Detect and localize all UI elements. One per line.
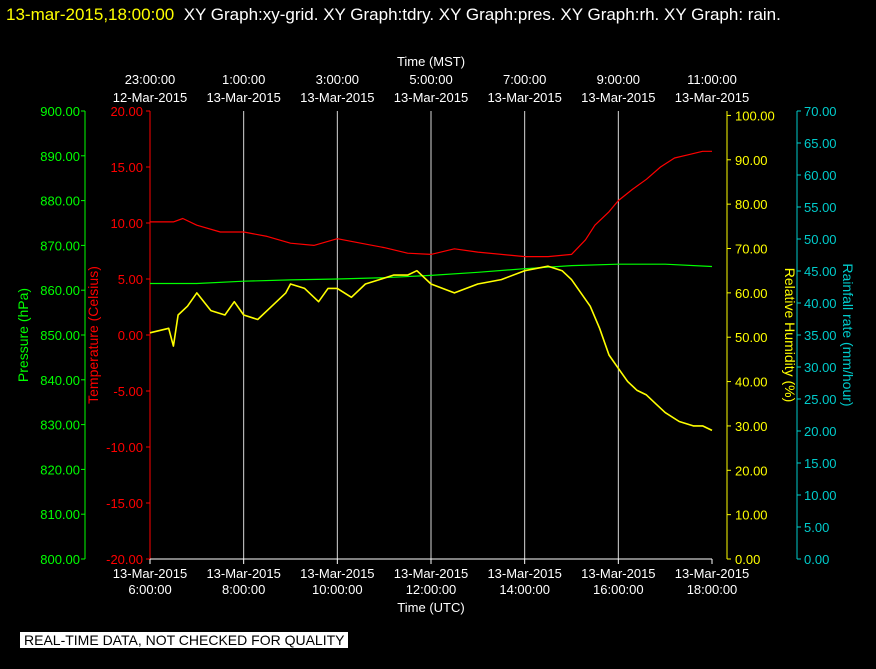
utc-tick-date: 13-Mar-2015: [300, 566, 374, 581]
rain-tick-label: 0.00: [804, 552, 829, 567]
utc-tick-time: 16:00:00: [593, 582, 644, 597]
rain-tick-label: 70.00: [804, 104, 837, 119]
pressure-axis-title: Pressure (hPa): [15, 288, 31, 382]
temperature-tick-label: 15.00: [110, 160, 143, 175]
mst-tick-date: 13-Mar-2015: [206, 90, 280, 105]
utc-tick-time: 18:00:00: [687, 582, 738, 597]
mst-tick-time: 5:00:00: [409, 72, 452, 87]
pressure-tick-label: 850.00: [40, 328, 80, 343]
rain-tick-label: 30.00: [804, 360, 837, 375]
utc-tick-date: 13-Mar-2015: [394, 566, 468, 581]
humidity-tick-label: 20.00: [735, 463, 768, 478]
temperature-tick-label: -15.00: [106, 496, 143, 511]
pressure-tick-label: 830.00: [40, 418, 80, 433]
utc-tick-time: 8:00:00: [222, 582, 265, 597]
pressure-tick-label: 860.00: [40, 283, 80, 298]
pressure-series-line: [150, 263, 713, 285]
rain-tick-label: 10.00: [804, 488, 837, 503]
pressure-tick-label: 800.00: [40, 552, 80, 567]
utc-tick-date: 13-Mar-2015: [113, 566, 187, 581]
rain-tick-label: 50.00: [804, 232, 837, 247]
humidity-tick-label: 90.00: [735, 153, 768, 168]
humidity-tick-label: 30.00: [735, 419, 768, 434]
rain-tick-label: 25.00: [804, 392, 837, 407]
utc-tick-time: 12:00:00: [406, 582, 457, 597]
header-timestamp: 13-mar-2015,18:00:00: [6, 5, 175, 24]
rain-tick-label: 40.00: [804, 296, 837, 311]
rain-tick-label: 20.00: [804, 424, 837, 439]
mst-tick-date: 13-Mar-2015: [581, 90, 655, 105]
humidity-tick-label: 50.00: [735, 330, 768, 345]
temperature-tick-label: 0.00: [118, 328, 143, 343]
pressure-tick-label: 820.00: [40, 462, 80, 477]
utc-tick-date: 13-Mar-2015: [581, 566, 655, 581]
utc-tick-time: 14:00:00: [499, 582, 550, 597]
rain-axis-title: Rainfall rate (mm/hour): [840, 263, 856, 406]
utc-tick-date: 13-Mar-2015: [206, 566, 280, 581]
pressure-tick-label: 900.00: [40, 104, 80, 119]
mst-tick-time: 7:00:00: [503, 72, 546, 87]
mst-tick-time: 1:00:00: [222, 72, 265, 87]
humidity-tick-label: 60.00: [735, 286, 768, 301]
rain-tick-label: 5.00: [804, 520, 829, 535]
mst-tick-date: 13-Mar-2015: [675, 90, 749, 105]
humidity-tick-label: 70.00: [735, 242, 768, 257]
humidity-tick-label: 0.00: [735, 552, 760, 567]
header-graph-list: XY Graph:xy-grid. XY Graph:tdry. XY Grap…: [183, 5, 781, 24]
humidity-series-line: [149, 265, 713, 432]
mst-tick-date: 13-Mar-2015: [487, 90, 561, 105]
pressure-tick-label: 880.00: [40, 194, 80, 209]
pressure-tick-label: 810.00: [40, 507, 80, 522]
pressure-tick-label: 870.00: [40, 238, 80, 253]
rain-tick-label: 15.00: [804, 456, 837, 471]
mst-tick-date: 13-Mar-2015: [300, 90, 374, 105]
temperature-tick-label: 20.00: [110, 104, 143, 119]
utc-tick-date: 13-Mar-2015: [675, 566, 749, 581]
utc-tick-date: 13-Mar-2015: [487, 566, 561, 581]
utc-tick-time: 6:00:00: [128, 582, 171, 597]
humidity-tick-label: 100.00: [735, 108, 775, 123]
mst-tick-time: 23:00:00: [125, 72, 176, 87]
mst-tick-time: 9:00:00: [597, 72, 640, 87]
mst-tick-date: 13-Mar-2015: [394, 90, 468, 105]
mst-tick-time: 11:00:00: [687, 72, 737, 87]
humidity-tick-label: 10.00: [735, 508, 768, 523]
rain-tick-label: 55.00: [804, 200, 837, 215]
pressure-tick-label: 840.00: [40, 373, 80, 388]
temperature-tick-label: -10.00: [106, 440, 143, 455]
mst-tick-date: 12-Mar-2015: [113, 90, 187, 105]
rain-tick-label: 35.00: [804, 328, 837, 343]
rain-tick-label: 65.00: [804, 136, 837, 151]
utc-tick-time: 10:00:00: [312, 582, 363, 597]
rain-tick-label: 60.00: [804, 168, 837, 183]
humidity-axis-title: Relative Humidity (%): [782, 268, 798, 403]
temperature-tick-label: 10.00: [110, 216, 143, 231]
temperature-series-line: [150, 150, 712, 258]
header-title: 13-mar-2015,18:00:00 XY Graph:xy-grid. X…: [6, 2, 866, 28]
x-axis-bottom-title: Time (UTC): [397, 600, 464, 615]
temperature-tick-label: -5.00: [113, 384, 143, 399]
humidity-tick-label: 40.00: [735, 375, 768, 390]
temperature-tick-label: -20.00: [106, 552, 143, 567]
rain-tick-label: 45.00: [804, 264, 837, 279]
mst-tick-time: 3:00:00: [316, 72, 359, 87]
x-axis-top-title: Time (MST): [397, 54, 465, 69]
temperature-axis-title: Temperature (Celsius): [85, 266, 101, 404]
humidity-tick-label: 80.00: [735, 197, 768, 212]
pressure-tick-label: 890.00: [40, 149, 80, 164]
temperature-tick-label: 5.00: [118, 272, 143, 287]
quality-disclaimer: REAL-TIME DATA, NOT CHECKED FOR QUALITY: [20, 632, 349, 648]
